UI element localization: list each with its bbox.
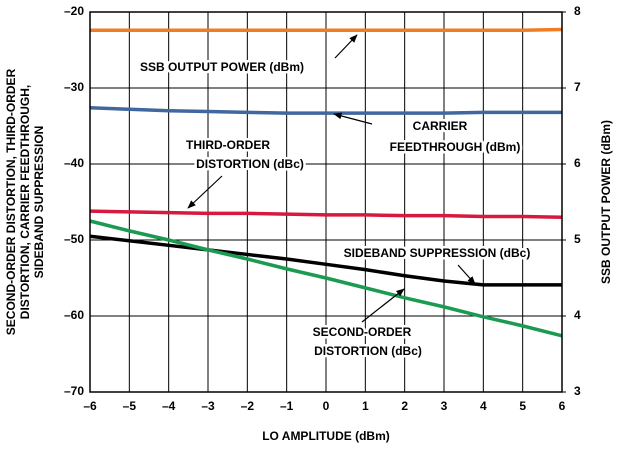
x-tick-label: 0 bbox=[323, 399, 330, 413]
arrow bbox=[334, 34, 358, 59]
x-axis-label: LO AMPLITUDE (dBm) bbox=[262, 429, 390, 443]
annotation: THIRD-ORDER bbox=[186, 138, 270, 152]
series bbox=[89, 27, 563, 338]
x-tick-label: –6 bbox=[83, 399, 97, 413]
y2-tick-label: 6 bbox=[574, 156, 581, 170]
y-axis-label-line: DISTORTION, CARRIER FEEDTHROUGH, bbox=[18, 85, 32, 319]
x-tick-label: 1 bbox=[362, 399, 369, 413]
series-line bbox=[90, 27, 563, 32]
x-tick-label: –5 bbox=[123, 399, 137, 413]
arrow bbox=[457, 264, 476, 285]
y-axis-label-line: SIDEBAND SUPPRESSION bbox=[32, 126, 46, 279]
y2-axis-label: SSB OUTPUT POWER (dBm) bbox=[599, 120, 613, 284]
y-tick-label: –40 bbox=[64, 156, 84, 170]
x-tick-label: 3 bbox=[441, 399, 448, 413]
x-tick-label: 2 bbox=[401, 399, 408, 413]
annotation: DISTORTION (dBc) bbox=[196, 157, 304, 171]
x-tick-label: –1 bbox=[280, 399, 294, 413]
y-tick-label: –20 bbox=[64, 4, 84, 18]
series-line bbox=[89, 219, 563, 338]
y-tick-label: –60 bbox=[64, 308, 84, 322]
x-tick-label: 5 bbox=[519, 399, 526, 413]
x-tick-label: –4 bbox=[162, 399, 176, 413]
x-tick-label: 4 bbox=[480, 399, 487, 413]
y2-tick-label: 4 bbox=[574, 308, 581, 322]
y-tick-label: –50 bbox=[64, 232, 84, 246]
y2-tick-label: 5 bbox=[574, 232, 581, 246]
arrow bbox=[333, 112, 373, 125]
annotation: SECOND-ORDER bbox=[313, 325, 412, 339]
x-tick-label: –2 bbox=[241, 399, 255, 413]
y-axis-label: SECOND-ORDER DISTORTION, THIRD-ORDER DIS… bbox=[4, 68, 46, 335]
arrows bbox=[187, 34, 476, 323]
y2-tick-label: 7 bbox=[574, 80, 581, 94]
y-tick-label: –30 bbox=[64, 80, 84, 94]
y2-tick-label: 8 bbox=[574, 4, 581, 18]
annotations: SSB OUTPUT POWER (dBm) CARRIER FEEDTHROUGH… bbox=[138, 58, 533, 361]
series-line bbox=[89, 234, 562, 287]
y2-tick-label: 3 bbox=[574, 384, 581, 398]
annotation: SIDEBAND SUPPRESSION (dBc) bbox=[344, 246, 531, 260]
arrow bbox=[187, 175, 223, 209]
arrow bbox=[361, 288, 405, 323]
annotation: FEEDTHROUGH (dBm) bbox=[390, 140, 521, 154]
annotation: CARRIER bbox=[413, 119, 468, 133]
annotation: DISTORTION (dBc) bbox=[314, 344, 422, 358]
x-tick-label: –3 bbox=[201, 399, 215, 413]
series-line bbox=[89, 209, 563, 219]
y-tick-label: –70 bbox=[64, 384, 84, 398]
plot-frame bbox=[89, 11, 563, 393]
y-axis-label-line: SECOND-ORDER DISTORTION, THIRD-ORDER bbox=[4, 68, 18, 335]
annotation: SSB OUTPUT POWER (dBm) bbox=[140, 60, 304, 74]
series-line bbox=[89, 106, 562, 115]
x-tick-label: 6 bbox=[559, 399, 566, 413]
